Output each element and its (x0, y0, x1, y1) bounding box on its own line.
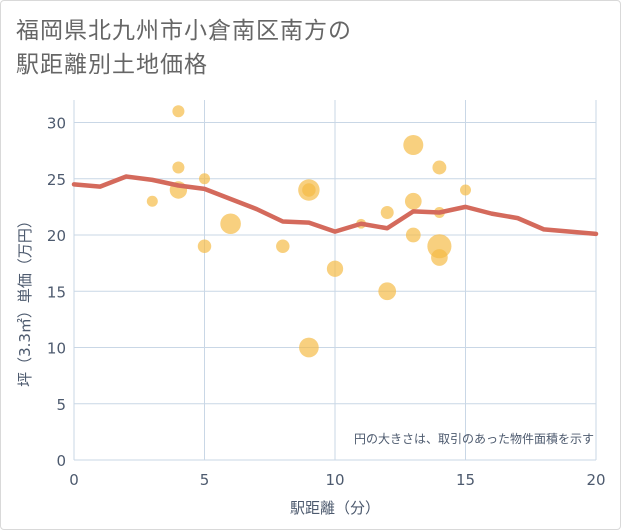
y-tick-label: 30 (47, 115, 66, 133)
chart-title-line1: 福岡県北九州市小倉南区南方の (16, 18, 352, 44)
data-bubble (199, 173, 210, 185)
bubble-layer (146, 105, 471, 358)
chart-title: 福岡県北九州市小倉南区南方の 駅距離別土地価格 (16, 14, 352, 82)
data-bubble (403, 135, 424, 155)
data-bubble (432, 160, 447, 175)
x-tick-label: 0 (69, 471, 79, 489)
data-bubble (404, 192, 422, 210)
x-tick-labels: 0 5 10 15 20 (69, 471, 605, 489)
data-bubble (299, 337, 319, 358)
y-tick-label: 25 (47, 171, 66, 189)
data-bubble (431, 249, 448, 266)
x-tick-label: 15 (456, 471, 475, 489)
y-tick-label: 15 (47, 283, 66, 301)
data-bubble (172, 105, 185, 118)
x-tick-label: 5 (200, 471, 210, 489)
data-bubble (220, 213, 241, 235)
y-tick-label: 20 (47, 227, 66, 245)
data-bubble (460, 184, 471, 196)
data-bubble (378, 282, 397, 301)
data-bubble (326, 260, 344, 277)
size-note: 円の大きさは、取引のあった物件面積を示す (354, 431, 594, 446)
data-bubble (276, 239, 290, 253)
y-tick-label: 5 (56, 396, 66, 414)
data-bubble (172, 161, 185, 174)
data-bubble (380, 205, 394, 220)
chart-title-line2: 駅距離別土地価格 (16, 52, 208, 78)
grid-lines (73, 100, 597, 461)
average-line-layer (71, 174, 599, 237)
data-bubble (302, 183, 316, 197)
y-tick-label: 10 (47, 340, 66, 358)
x-axis-label: 駅距離（分） (290, 499, 380, 517)
x-tick-label: 10 (325, 471, 344, 489)
data-bubble (405, 227, 421, 243)
y-tick-labels: 0 5 10 15 20 25 30 (47, 115, 66, 471)
average-price-line (71, 174, 599, 237)
x-tick-label: 20 (586, 471, 605, 489)
data-bubble (146, 195, 158, 207)
y-tick-label: 0 (56, 452, 66, 470)
data-bubble (197, 239, 212, 253)
y-axis-label: 坪（3.3㎡）単価（万円） (16, 213, 34, 387)
